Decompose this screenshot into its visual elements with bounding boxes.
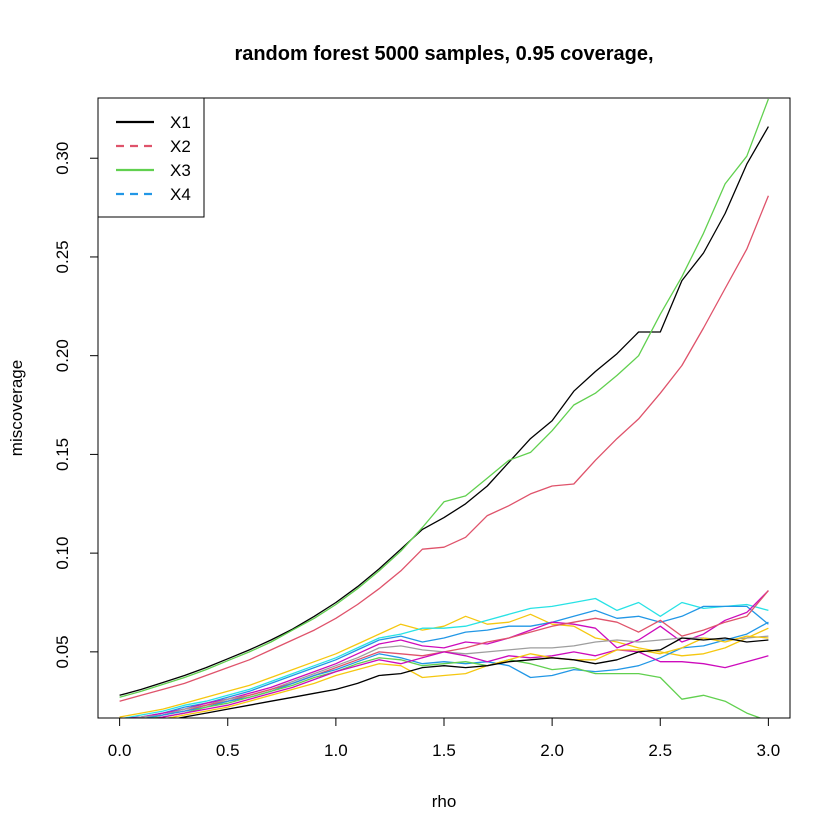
x-tick-label: 2.5: [648, 741, 672, 760]
y-tick-label: 0.05: [53, 635, 72, 668]
y-tick-label: 0.20: [53, 339, 72, 372]
x-tick-label: 1.0: [324, 741, 348, 760]
legend-box: [97, 97, 205, 218]
series-layer: [119, 98, 770, 718]
series-line-12: [153, 649, 769, 718]
x-axis-label: rho: [432, 792, 457, 811]
x-axis: 0.0 0.5 1.0 1.5 2.0 2.5 3.0: [108, 717, 781, 760]
legend-label-x2: X2: [170, 137, 191, 156]
y-axis: 0.05 0.10 0.15 0.20 0.25 0.30: [53, 142, 99, 668]
y-tick-label: 0.30: [53, 142, 72, 175]
x-tick-label: 1.5: [432, 741, 456, 760]
series-line-3: [119, 195, 770, 702]
series-line-8: [132, 635, 769, 718]
series-line-11: [145, 657, 763, 718]
chart-title: random forest 5000 samples, 0.95 coverag…: [234, 43, 653, 65]
x-tick-label: 3.0: [757, 741, 781, 760]
series-line-10: [143, 621, 769, 718]
legend-label-x4: X4: [170, 185, 191, 204]
series-line-2: [119, 98, 770, 698]
x-tick-label: 0.0: [108, 741, 132, 760]
y-tick-label: 0.25: [53, 240, 72, 273]
legend: X1 X2 X3 X4: [97, 97, 205, 218]
series-line-4: [119, 613, 769, 718]
x-tick-label: 0.5: [216, 741, 240, 760]
series-line-1: [119, 126, 769, 696]
series-line-6: [123, 605, 769, 718]
series-line-13: [164, 635, 769, 718]
y-tick-label: 0.15: [53, 438, 72, 471]
series-line-5: [121, 597, 769, 718]
x-tick-label: 2.0: [540, 741, 564, 760]
series-line-14: [175, 637, 769, 718]
legend-label-x3: X3: [170, 161, 191, 180]
y-tick-label: 0.10: [53, 537, 72, 570]
legend-label-x1: X1: [170, 113, 191, 132]
y-axis-label: miscoverage: [7, 360, 26, 456]
